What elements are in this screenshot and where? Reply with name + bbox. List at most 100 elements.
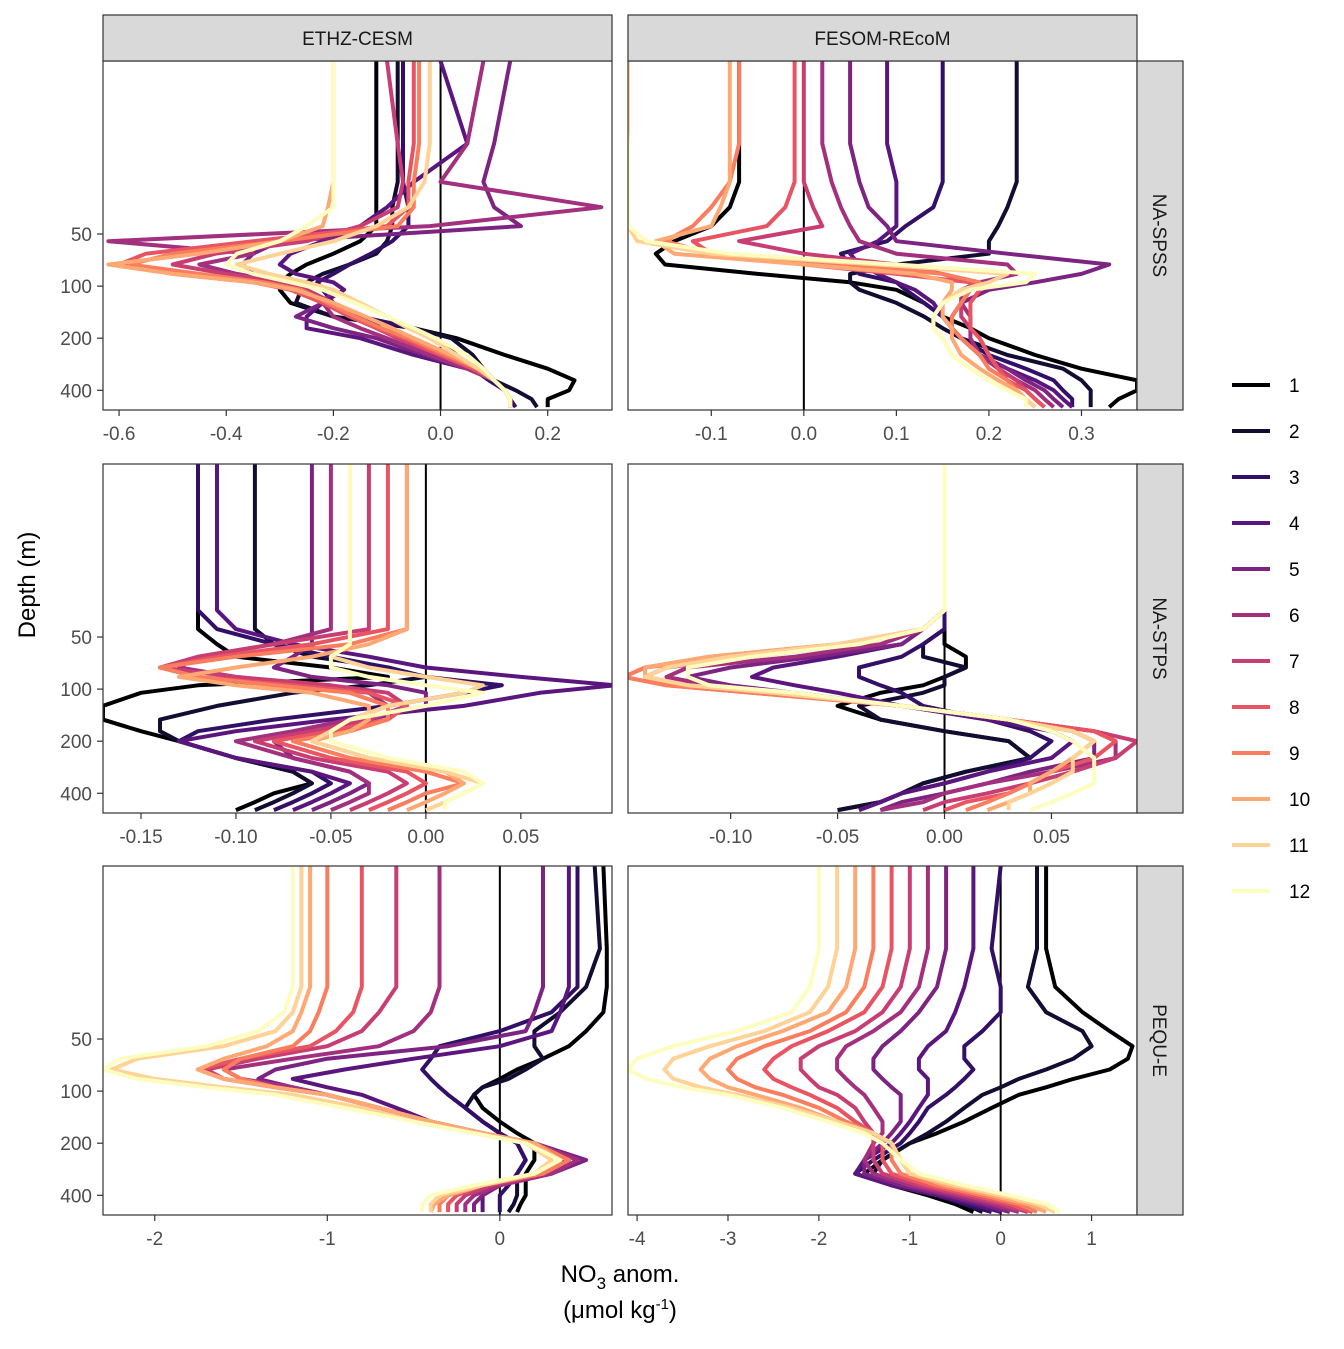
- series-line-4: [848, 61, 1074, 409]
- legend-label: 5: [1289, 560, 1300, 581]
- y-tick-label: 200: [60, 1134, 92, 1155]
- legend-label: 6: [1289, 606, 1300, 627]
- legend-item-5: 5: [1232, 560, 1300, 581]
- series-line-12: [685, 464, 1097, 812]
- series-lines: [628, 464, 1137, 813]
- y-tick-label: 50: [71, 1030, 92, 1051]
- legend-label: 3: [1289, 468, 1300, 489]
- legend-label: 9: [1289, 744, 1300, 765]
- y-tick-label: 50: [71, 225, 92, 246]
- legend-item-6: 6: [1232, 606, 1300, 627]
- x-axis-unit-superscript: -1: [656, 1296, 669, 1313]
- y-tick-label: 400: [60, 381, 92, 402]
- y-tick-label: 400: [60, 784, 92, 805]
- legend-item-11: 11: [1232, 836, 1309, 857]
- y-tick-label: 200: [60, 732, 92, 753]
- series-line-8: [158, 464, 428, 812]
- x-axis-title-subscript: 3: [597, 1274, 606, 1293]
- series-line-2: [848, 61, 1093, 408]
- x-tick-label: -0.05: [309, 827, 352, 848]
- panel-na-stps-ethz-cesm: -0.15 -0.10 -0.05 0.00 0.05 50 100 200 400: [60, 463, 613, 848]
- x-tick-label: -3: [720, 1229, 737, 1250]
- legend-label: 10: [1289, 790, 1310, 811]
- x-tick-label: -1: [901, 1229, 918, 1250]
- x-axis-unit-main: (μmol kg: [563, 1297, 656, 1324]
- series-line-12: [103, 866, 563, 1213]
- series-line-10: [653, 61, 1037, 409]
- legend-label: 12: [1289, 882, 1310, 903]
- legend-item-9: 9: [1232, 744, 1300, 765]
- series-line-11: [662, 866, 1057, 1214]
- x-tick-label: -0.10: [709, 827, 752, 848]
- panel-pequ-e-ethz-cesm: -2 -1 0 50 100 200 400: [60, 865, 613, 1250]
- y-tick-label: 400: [60, 1186, 92, 1207]
- y-tick-label: 100: [60, 1082, 92, 1103]
- y-tick-label: 100: [60, 680, 92, 701]
- x-tick-label: 0.05: [502, 827, 539, 848]
- series-line-4: [853, 866, 1002, 1215]
- series-line-4: [177, 464, 612, 812]
- legend-label: 4: [1289, 514, 1300, 535]
- x-tick-label: 0.2: [534, 424, 560, 445]
- column-strip-label: ETHZ-CESM: [302, 29, 413, 50]
- x-tick-label: 0: [495, 1229, 506, 1250]
- series-line-1: [653, 61, 1137, 409]
- series-line-8: [762, 866, 1034, 1214]
- panel-pequ-e-fesom-recom: -4 -3 -2 -1 0 1: [627, 865, 1138, 1250]
- x-axis-title-main: NO: [561, 1261, 597, 1288]
- x-tick-label: 0: [995, 1229, 1006, 1250]
- series-lines: [106, 61, 604, 409]
- column-strip-label: FESOM-REcoM: [814, 29, 950, 50]
- row-strip-label: PEQU-E: [1148, 1004, 1169, 1077]
- strips-layer: ETHZ-CESM FESOM-REcoM NA-SPSS NA-STPS PEQU-E: [102, 14, 1184, 1216]
- x-axis-unit: (μmol kg-1): [563, 1296, 677, 1324]
- panel-na-stps-fesom-recom: -0.10 -0.05 0.00 0.05: [627, 463, 1138, 848]
- series-line-10: [177, 464, 466, 812]
- series-line-7: [798, 866, 1029, 1215]
- row-strip-label: NA-SPSS: [1148, 194, 1169, 277]
- x-axis-unit-tail: ): [669, 1297, 677, 1324]
- series-line-5: [862, 866, 1011, 1215]
- x-tick-label: 0.1: [883, 424, 909, 445]
- x-tick-label: -2: [810, 1229, 827, 1250]
- x-tick-label: 0.05: [1033, 827, 1070, 848]
- legend-item-8: 8: [1232, 698, 1300, 719]
- panel-na-spss-fesom-recom: -0.1 0.0 0.1 0.2 0.3: [627, 60, 1138, 445]
- x-tick-label: 0.0: [791, 424, 817, 445]
- x-tick-label: -2: [146, 1229, 163, 1250]
- legend-label: 1: [1289, 376, 1300, 397]
- x-tick-label: -0.10: [214, 827, 257, 848]
- y-tick-label: 50: [71, 628, 92, 649]
- series-line-5: [848, 61, 1112, 409]
- y-axis-title: Depth (m): [14, 532, 41, 639]
- series-line-12: [328, 464, 485, 811]
- legend-label: 11: [1289, 836, 1309, 857]
- series-lines: [628, 866, 1135, 1215]
- series-line-9: [726, 866, 1038, 1214]
- row-strip: [1136, 865, 1184, 1216]
- x-tick-label: 1: [1086, 1229, 1097, 1250]
- legend-item-2: 2: [1232, 422, 1300, 443]
- x-axis-title-tail: anom.: [606, 1261, 679, 1288]
- panel-background: [103, 866, 612, 1215]
- legend-item-12: 12: [1232, 882, 1310, 903]
- row-strip: [1136, 60, 1184, 411]
- legend-item-3: 3: [1232, 468, 1300, 489]
- x-tick-label: 0.00: [407, 827, 444, 848]
- panel-na-spss-ethz-cesm: -0.6 -0.4 -0.2 0.0 0.2 50 100 200 400: [60, 60, 613, 445]
- series-line-12: [628, 866, 1061, 1214]
- x-tick-label: -4: [629, 1229, 646, 1250]
- legend-item-4: 4: [1232, 514, 1300, 535]
- x-tick-label: 0.00: [926, 827, 963, 848]
- x-tick-label: -0.2: [317, 424, 350, 445]
- series-line-12: [224, 61, 513, 408]
- panel-border: [102, 463, 613, 814]
- column-strip: [102, 14, 613, 62]
- series-lines: [103, 866, 609, 1214]
- x-tick-label: -0.4: [210, 424, 243, 445]
- series-line-6: [835, 866, 1020, 1215]
- y-tick-label: 200: [60, 329, 92, 350]
